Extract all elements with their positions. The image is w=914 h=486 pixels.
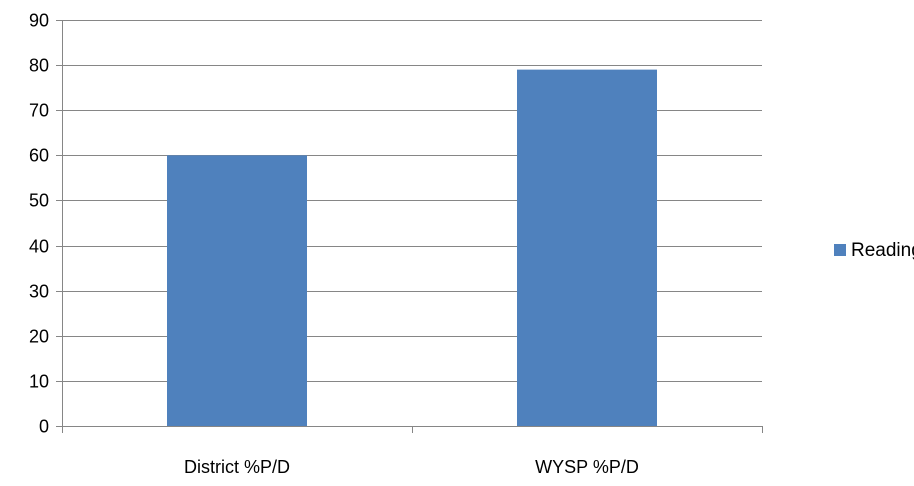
bar-1 [167,155,307,427]
y-tick-label: 40 [29,237,49,257]
bars [167,69,657,427]
y-tick-label: 60 [29,146,49,166]
y-tick-label: 0 [39,417,49,437]
axes [56,20,763,433]
legend-label-reading: Reading [851,240,914,261]
y-tick-label: 20 [29,327,49,347]
legend-swatch-reading [834,244,846,256]
y-tick-label: 50 [29,191,49,211]
y-tick-label: 70 [29,101,49,121]
y-tick-label: 80 [29,56,49,76]
y-tick-labels: 0 10 20 30 40 50 60 70 80 90 [29,11,49,437]
x-tick-label: District %P/D [184,457,290,477]
y-tick-label: 30 [29,282,49,302]
y-tick-label: 10 [29,372,49,392]
x-tick-label: WYSP %P/D [535,457,639,477]
x-tick-labels: District %P/D WYSP %P/D [184,457,639,477]
y-tick-label: 90 [29,11,49,31]
bar-2 [517,69,657,426]
legend: Reading [834,240,914,261]
